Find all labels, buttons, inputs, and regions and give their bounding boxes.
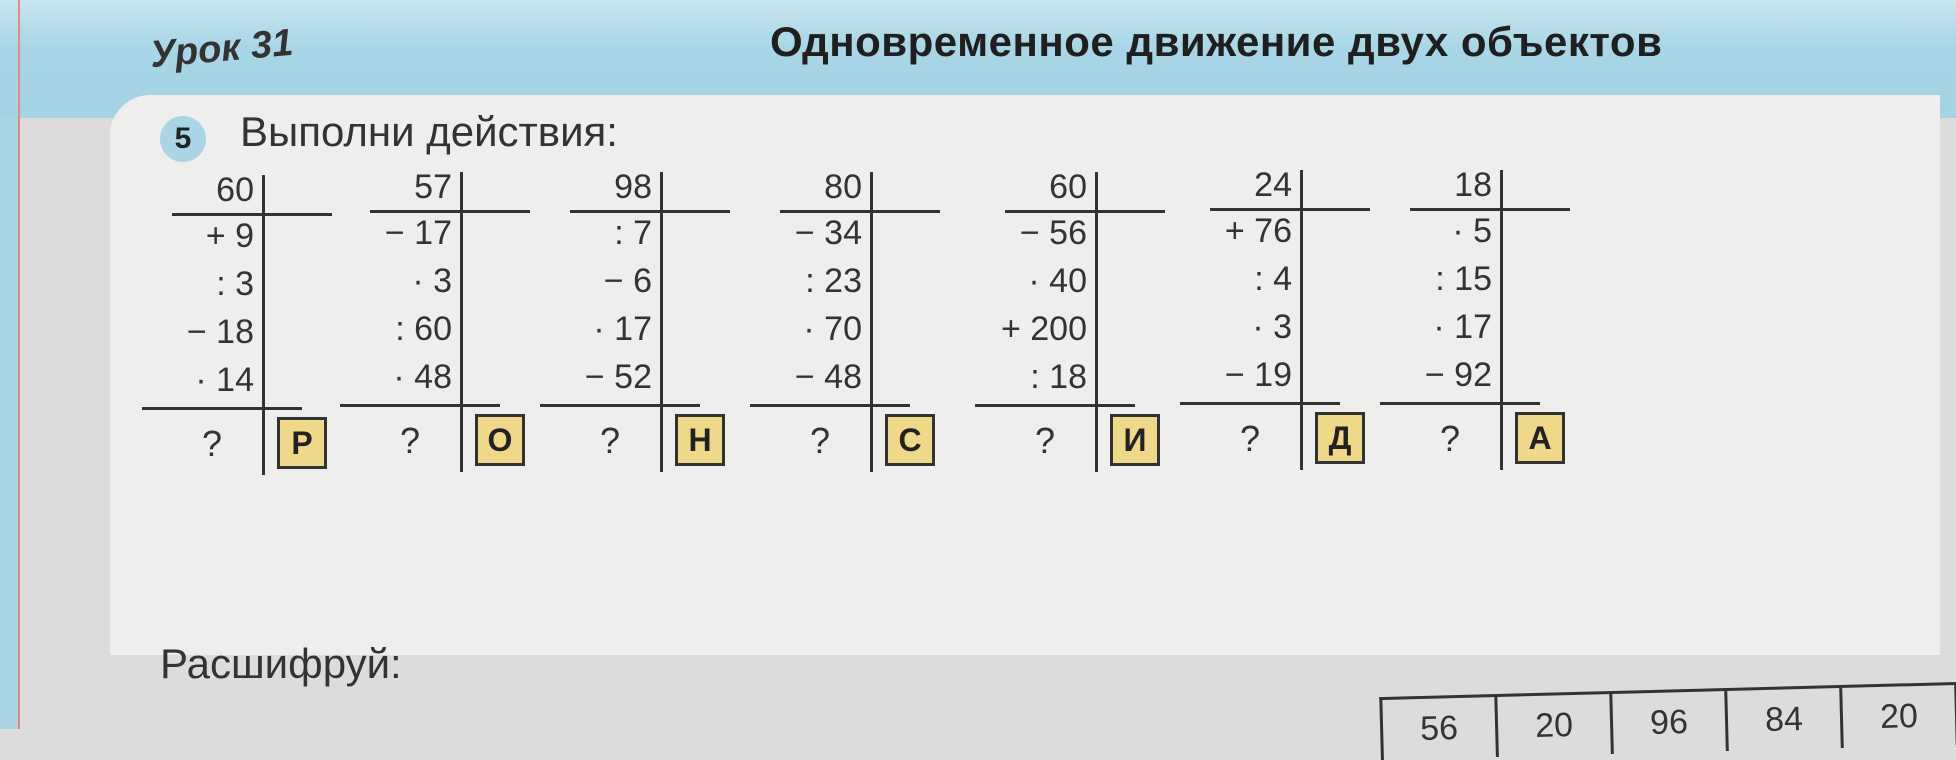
decode-cell: 84 (1727, 687, 1844, 751)
chain-start: 57 (414, 168, 452, 206)
chain-start: 18 (1454, 166, 1492, 204)
chain-vertical-line (1500, 170, 1503, 470)
chain-letter-box: Р (277, 417, 327, 469)
chain-top-line (370, 210, 530, 213)
chain-letter-box: А (1515, 412, 1565, 464)
chain-operation: · 3 (412, 262, 452, 300)
task-panel (110, 95, 1940, 655)
decode-cell: 56 (1382, 696, 1499, 760)
chain-start: 98 (614, 168, 652, 206)
chain-operation: + 9 (205, 217, 254, 255)
chain-operation: : 18 (1030, 358, 1087, 396)
chain-bottom-line (1380, 402, 1540, 405)
chain-result: ? (600, 420, 621, 461)
chain-bottom-line (750, 404, 910, 407)
chain-letter-box: Н (675, 414, 725, 466)
chain-bottom-line (975, 404, 1135, 407)
chain-operation: : 15 (1435, 260, 1492, 298)
chain-start: 80 (824, 168, 862, 206)
chain-7: 18 · 5 : 15 · 17 − 92? А (1380, 166, 1610, 490)
chain-vertical-line (262, 175, 265, 475)
decode-cell: 20 (1497, 693, 1614, 757)
chain-operation: : 23 (805, 262, 862, 300)
chain-result: ? (810, 420, 831, 461)
chain-operation: − 92 (1424, 356, 1492, 394)
chain-vertical-line (1095, 172, 1098, 472)
chain-operation: · 70 (803, 310, 862, 348)
chain-operation: : 7 (614, 214, 652, 252)
chain-operation: − 17 (384, 214, 452, 252)
chain-bottom-line (1180, 402, 1340, 405)
chain-5: 60 − 56 · 40 + 200 : 18? И (975, 168, 1205, 492)
decode-cell: 20 (1842, 684, 1956, 748)
chain-vertical-line (1300, 170, 1303, 470)
chain-start: 60 (1049, 168, 1087, 206)
chain-operation: : 60 (395, 310, 452, 348)
chain-letter-box: С (885, 414, 935, 466)
page-title: Одновременное движение двух объектов (770, 18, 1663, 65)
decode-table: 56209684209 (1379, 678, 1956, 760)
chain-vertical-line (460, 172, 463, 472)
chain-operation: · 3 (1252, 308, 1292, 346)
chain-vertical-line (870, 172, 873, 472)
chain-result: ? (1240, 418, 1261, 459)
chain-4: 80 − 34 : 23 · 70 − 48? С (750, 168, 980, 492)
task-number: 5 (160, 116, 206, 162)
chain-operation: − 52 (584, 358, 652, 396)
chain-operation: : 4 (1254, 260, 1292, 298)
decode-cell: 96 (1612, 690, 1729, 754)
chain-top-line (1005, 210, 1165, 213)
margin-line (18, 0, 20, 729)
chain-operation: − 48 (794, 358, 862, 396)
chain-operation: − 19 (1224, 356, 1292, 394)
chain-result: ? (1440, 418, 1461, 459)
chain-letter-box: И (1110, 414, 1160, 466)
chain-top-line (570, 210, 730, 213)
chain-start: 60 (216, 171, 254, 209)
chain-1: 60 + 9 : 3 − 18 · 14? Р (142, 171, 372, 495)
chain-operation: + 76 (1224, 212, 1292, 250)
page-edge (0, 0, 20, 729)
chain-result: ? (1035, 420, 1056, 461)
chain-operation: · 48 (393, 358, 452, 396)
chain-operation: − 56 (1019, 214, 1087, 252)
chain-vertical-line (660, 172, 663, 472)
chain-top-line (172, 213, 332, 216)
chain-letter-box: О (475, 414, 525, 466)
chain-2: 57 − 17 · 3 : 60 · 48? О (340, 168, 570, 492)
chain-top-line (1210, 208, 1370, 211)
chain-operation: − 18 (186, 313, 254, 351)
chain-operation: · 17 (593, 310, 652, 348)
chain-operation: − 34 (794, 214, 862, 252)
task-instruction: Выполни действия: (240, 108, 618, 155)
chain-result: ? (202, 423, 223, 464)
decode-label: Расшифруй: (160, 640, 402, 687)
chain-operation: : 3 (216, 265, 254, 303)
chain-operation: − 6 (603, 262, 652, 300)
chain-operation: · 17 (1433, 308, 1492, 346)
chain-start: 24 (1254, 166, 1292, 204)
chain-3: 98 : 7 − 6 · 17 − 52? Н (540, 168, 770, 492)
chain-result: ? (400, 420, 421, 461)
chain-operation: + 200 (1000, 310, 1087, 348)
chain-6: 24 + 76 : 4 · 3 − 19? Д (1180, 166, 1410, 490)
chain-operation: · 14 (195, 361, 254, 399)
chain-bottom-line (142, 407, 302, 410)
chain-operation: · 40 (1028, 262, 1087, 300)
chain-letter-box: Д (1315, 412, 1365, 464)
chain-bottom-line (540, 404, 700, 407)
chain-top-line (1410, 208, 1570, 211)
chain-bottom-line (340, 404, 500, 407)
chain-operation: · 5 (1452, 212, 1492, 250)
chain-top-line (780, 210, 940, 213)
